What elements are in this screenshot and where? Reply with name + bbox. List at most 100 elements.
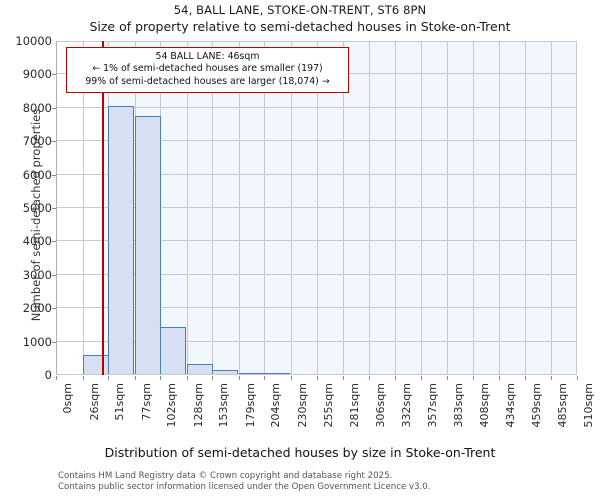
y-axis-tick-mark xyxy=(52,141,56,143)
x-axis-tick-label: 281sqm xyxy=(348,383,362,428)
x-axis-tick-mark xyxy=(108,376,110,380)
x-axis-tick-label: 510sqm xyxy=(582,383,595,428)
y-axis-tick-label: 5000 xyxy=(22,201,52,215)
y-axis-tick-label: 8000 xyxy=(22,100,52,115)
x-axis-tick-mark xyxy=(368,376,370,380)
y-axis-tick-label: 9000 xyxy=(22,67,52,82)
x-axis-tick-label: 485sqm xyxy=(556,383,570,428)
x-axis-tick-label: 51sqm xyxy=(113,383,127,421)
y-axis-tick-mark xyxy=(52,274,56,276)
x-axis-label: Distribution of semi-detached houses by … xyxy=(104,445,496,460)
x-axis-tick-mark xyxy=(82,376,84,380)
property-marker-line xyxy=(101,41,104,375)
y-axis-tick-label: 7000 xyxy=(22,134,52,149)
callout-line-larger: 99% of semi-detached houses are larger (… xyxy=(85,75,330,87)
x-axis-tick-label: 434sqm xyxy=(504,383,518,428)
y-axis-tick-mark xyxy=(52,208,56,209)
x-axis-tick-mark xyxy=(343,376,345,380)
histogram-bar xyxy=(186,363,213,375)
callout-line-smaller: ← 1% of semi-detached houses are smaller… xyxy=(92,63,323,75)
gridline-vertical xyxy=(82,41,84,375)
x-axis-tick-mark xyxy=(160,376,162,380)
property-callout-box: 54 BALL LANE: 46sqm ← 1% of semi-detache… xyxy=(66,47,349,94)
gridline-vertical xyxy=(316,41,318,375)
y-axis-tick-mark xyxy=(52,308,56,310)
histogram-bar xyxy=(264,373,291,375)
x-axis-tick-mark xyxy=(577,376,578,380)
x-axis-tick-mark xyxy=(264,376,266,380)
x-axis-tick-label: 26sqm xyxy=(87,383,101,421)
x-axis-tick-label: 128sqm xyxy=(191,383,205,428)
y-axis-tick-label: 10000 xyxy=(15,34,52,48)
gridline-vertical xyxy=(420,41,422,375)
histogram-bar xyxy=(212,370,239,375)
histogram-bar xyxy=(82,354,109,375)
page-title: 54, BALL LANE, STOKE-ON-TRENT, ST6 8PN xyxy=(173,3,427,17)
x-axis-tick-label: 230sqm xyxy=(295,383,309,428)
x-axis-tick-label: 255sqm xyxy=(321,383,335,428)
histogram-bar xyxy=(238,372,265,375)
y-axis-tick-label: 3000 xyxy=(22,267,52,282)
x-axis-tick-mark xyxy=(290,376,292,380)
gridline-vertical xyxy=(290,41,292,375)
y-axis-label: Number of semi-detached properties xyxy=(29,108,43,322)
callout-line-title: 54 BALL LANE: 46sqm xyxy=(155,51,260,62)
attribution-footer: Contains HM Land Registry data © Crown c… xyxy=(58,471,430,493)
gridline-vertical xyxy=(499,41,501,375)
chart-subtitle: Size of property relative to semi-detach… xyxy=(89,19,511,34)
x-axis-tick-mark xyxy=(56,376,57,380)
x-axis-tick-mark xyxy=(134,376,136,380)
gridline-vertical xyxy=(447,41,449,375)
y-axis-tick-mark xyxy=(52,241,56,243)
x-axis-tick-label: 179sqm xyxy=(243,383,257,428)
x-axis-tick-label: 204sqm xyxy=(269,383,283,428)
x-axis-tick-label: 102sqm xyxy=(165,383,179,428)
gridline-vertical xyxy=(238,41,240,375)
x-axis-tick-mark xyxy=(499,376,501,380)
y-axis-tick-label: 4000 xyxy=(22,234,52,249)
chart-plot-area xyxy=(56,41,577,375)
gridline-vertical xyxy=(343,41,345,375)
x-axis-tick-label: 77sqm xyxy=(139,383,153,421)
x-axis-tick-mark xyxy=(447,376,449,380)
x-axis-tick-mark xyxy=(212,376,214,380)
x-axis-tick-label: 383sqm xyxy=(452,383,466,428)
histogram-bar xyxy=(108,106,135,375)
x-axis-tick-label: 459sqm xyxy=(529,383,543,428)
histogram-bar xyxy=(160,327,187,375)
gridline-vertical xyxy=(264,41,266,375)
x-axis-tick-label: 0sqm xyxy=(61,383,74,414)
x-axis-tick-mark xyxy=(316,376,318,380)
y-axis-tick-label: 0 xyxy=(44,368,52,382)
x-axis-tick-mark xyxy=(551,376,553,380)
x-axis-tick-mark xyxy=(524,376,526,380)
gridline-vertical xyxy=(551,41,553,375)
y-axis-tick-mark xyxy=(52,107,56,109)
x-axis-tick-mark xyxy=(472,376,474,380)
y-axis: 0 1000 2000 3000 4000 5000 6000 7000 8000 9000 100… xyxy=(0,0,56,500)
x-axis-tick-label: 332sqm xyxy=(400,383,414,428)
plot-background-right xyxy=(102,41,577,375)
x-axis-tick-label: 153sqm xyxy=(217,383,231,428)
x-axis-tick-label: 408sqm xyxy=(477,383,491,428)
y-axis-tick-label: 1000 xyxy=(22,334,52,349)
x-axis-tick-label: 357sqm xyxy=(425,383,439,428)
x-axis-tick-mark xyxy=(420,376,422,380)
gridline-vertical xyxy=(395,41,397,375)
y-axis-tick-label: 2000 xyxy=(22,301,52,316)
x-axis-tick-mark xyxy=(186,376,188,380)
gridline-vertical xyxy=(524,41,526,375)
gridline-vertical xyxy=(212,41,214,375)
gridline-vertical xyxy=(186,41,188,375)
gridline-vertical xyxy=(472,41,474,375)
x-axis-tick-mark xyxy=(238,376,240,380)
y-axis-tick-mark xyxy=(52,341,56,343)
x-axis-tick-label: 306sqm xyxy=(373,383,387,428)
gridline-vertical xyxy=(368,41,370,375)
footer-line-2: Contains public sector information licen… xyxy=(58,482,431,492)
histogram-bar xyxy=(134,116,161,375)
y-axis-tick-mark xyxy=(52,174,56,176)
footer-line-1: Contains HM Land Registry data © Crown c… xyxy=(58,471,393,481)
x-axis-tick-mark xyxy=(395,376,397,380)
y-axis-tick-mark xyxy=(52,74,56,76)
